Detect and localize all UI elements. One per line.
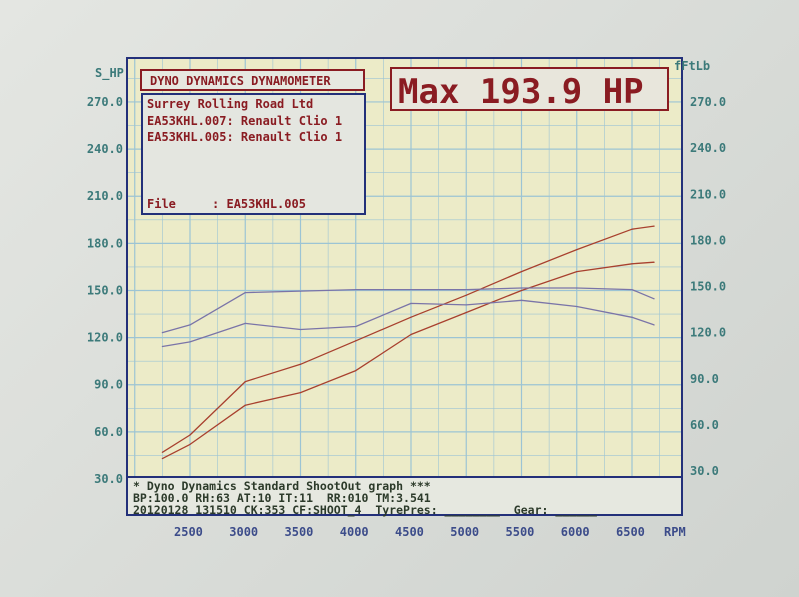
y-left-tick-label: 240.0: [87, 142, 123, 156]
data-point: [520, 271, 523, 273]
data-point: [189, 443, 191, 446]
ticks: 2500 3000 3500 4000 4500 5000 5500 6000 6500 30.0…: [87, 95, 726, 539]
data-point: [653, 261, 655, 263]
data-point: [161, 332, 163, 334]
data-point: [465, 304, 467, 306]
data-point: [189, 434, 191, 436]
y-left-tick-label: 270.0: [87, 95, 123, 109]
data-point: [161, 451, 163, 453]
y-left-tick-label: 210.0: [87, 189, 123, 203]
footer-line-1: * Dyno Dynamics Standard ShootOut graph …: [133, 479, 431, 493]
data-point: [576, 287, 578, 289]
data-point: [244, 292, 246, 294]
run-1: EA53KHL.007: Renault Clio 1: [147, 114, 342, 128]
x-tick-label: 5500: [506, 525, 535, 539]
y-left-tick-label: 30.0: [94, 472, 123, 486]
x-label: RPM: [664, 525, 686, 539]
x-tick-label: 3000: [229, 525, 258, 539]
data-point: [189, 324, 191, 326]
y-right-tick-label: 270.0: [690, 95, 726, 109]
footer-box: [126, 476, 683, 516]
y-right-tick-label: 90.0: [690, 372, 719, 386]
data-point: [631, 263, 633, 265]
data-point: [465, 288, 467, 291]
data-point: [465, 294, 467, 296]
x-tick-label: 2500: [174, 525, 203, 539]
y-left-tick-label: 90.0: [94, 378, 123, 392]
data-point: [520, 299, 523, 301]
x-tick-label: 6500: [616, 525, 645, 539]
data-point: [520, 287, 523, 289]
max-box: [390, 67, 669, 111]
data-point: [355, 370, 357, 372]
data-point: [299, 363, 302, 365]
y-right-tick-label: 120.0: [690, 326, 726, 340]
data-point: [299, 290, 302, 292]
footer-line-3: 20120128 131510 CK:353 CF:SHOOT_4 TyrePr…: [133, 503, 597, 518]
y-right-tick-label: 30.0: [690, 464, 719, 478]
data-point: [410, 316, 412, 318]
curves: [161, 225, 655, 460]
y-left-tick-label: 120.0: [87, 331, 123, 345]
x-tick-label: 6000: [561, 525, 590, 539]
data-point: [161, 345, 163, 348]
data-point: [299, 391, 302, 394]
y-right-label: fFtLb: [674, 59, 710, 73]
data-point: [653, 225, 655, 227]
data-point: [465, 311, 467, 314]
y-left-label: S_HP: [95, 66, 124, 81]
y-left-tick-label: 180.0: [87, 236, 123, 250]
y-left-tick-label: 60.0: [94, 425, 123, 439]
brand-box: [140, 69, 365, 91]
file-name: File : EA53KHL.005: [147, 197, 306, 211]
data-point: [576, 249, 578, 251]
data-point: [244, 322, 246, 324]
data-point: [631, 316, 633, 318]
data-point: [653, 298, 655, 300]
x-tick-label: 4000: [340, 525, 369, 539]
y-left-tick-label: 150.0: [87, 283, 123, 297]
data-point: [355, 288, 357, 291]
data-point: [631, 288, 633, 291]
data-point: [355, 340, 357, 342]
data-point: [299, 328, 302, 331]
max-power: Max 193.9 HP: [398, 72, 644, 112]
data-point: [355, 325, 357, 328]
data-point: [631, 228, 633, 230]
data-point: [244, 404, 246, 406]
data-point: [410, 288, 412, 291]
run-2: EA53KHL.005: Renault Clio 1: [147, 130, 342, 144]
y-right-tick-label: 240.0: [690, 141, 726, 155]
data-point: [520, 289, 523, 292]
y-right-tick-label: 60.0: [690, 418, 719, 432]
brand-title: DYNO DYNAMICS DYNAMOMETER: [150, 74, 331, 88]
data-point: [576, 305, 578, 308]
data-point: [410, 333, 412, 336]
x-tick-label: 5000: [450, 525, 479, 539]
company-name: Surrey Rolling Road Ltd: [147, 97, 313, 111]
y-right-tick-label: 210.0: [690, 187, 726, 201]
data-point: [653, 324, 655, 326]
y-right-tick-label: 150.0: [690, 280, 726, 294]
data-point: [576, 271, 578, 273]
x-tick-label: 4500: [395, 525, 424, 539]
data-point: [410, 302, 412, 305]
footer-line-2: BP:100.0 RH:63 AT:10 IT:11 RR:010 TM:3.5…: [133, 491, 431, 505]
data-point: [244, 380, 246, 383]
data-point: [189, 341, 191, 343]
x-tick-label: 3500: [285, 525, 314, 539]
data-point: [161, 457, 163, 460]
info-box: [141, 93, 366, 215]
y-right-tick-label: 180.0: [690, 233, 726, 247]
